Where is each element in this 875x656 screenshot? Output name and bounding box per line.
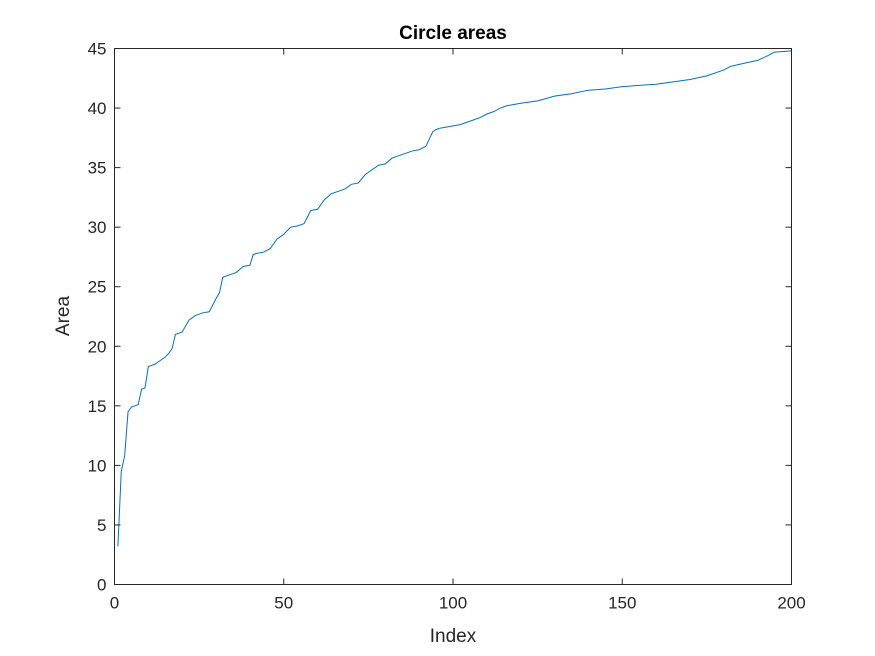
x-tick-label: 50 bbox=[274, 594, 293, 613]
y-tick-label: 30 bbox=[88, 218, 107, 237]
x-axis-label: Index bbox=[430, 626, 477, 647]
y-tick-label: 0 bbox=[97, 576, 106, 595]
x-tick-label: 0 bbox=[110, 594, 119, 613]
y-tick-label: 35 bbox=[88, 159, 107, 178]
x-tick-label: 100 bbox=[439, 594, 467, 613]
x-tick-label: 150 bbox=[608, 594, 636, 613]
y-axis-ticks: 0 5 10 15 20 25 30 35 40 45 bbox=[88, 40, 792, 595]
y-axis-label: Area bbox=[53, 296, 74, 337]
x-axis-ticks: 0 50 100 150 200 bbox=[110, 48, 806, 613]
y-tick-label: 40 bbox=[88, 99, 107, 118]
chart-title: Circle areas bbox=[399, 23, 507, 44]
x-tick-label: 200 bbox=[777, 594, 805, 613]
y-tick-label: 5 bbox=[97, 516, 106, 535]
plot-area bbox=[117, 50, 792, 547]
y-tick-label: 15 bbox=[88, 397, 107, 416]
y-tick-label: 20 bbox=[88, 337, 107, 356]
y-tick-label: 25 bbox=[88, 278, 107, 297]
series-line bbox=[117, 50, 792, 547]
y-tick-label: 10 bbox=[88, 456, 107, 475]
y-tick-label: 45 bbox=[88, 40, 107, 59]
axes-box bbox=[114, 48, 792, 585]
